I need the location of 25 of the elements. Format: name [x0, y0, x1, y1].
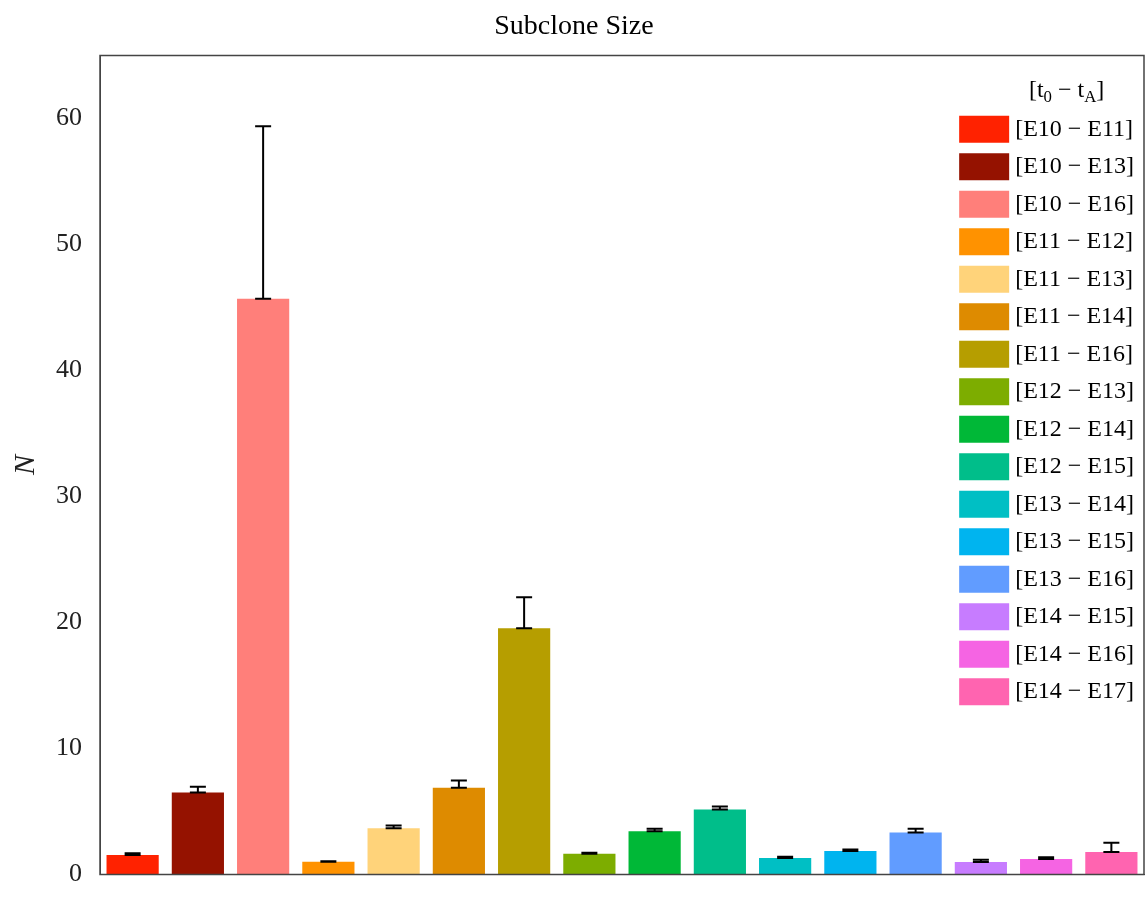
- y-axis-title: N: [6, 453, 40, 477]
- legend-label: [E10 − E16]: [1015, 189, 1134, 216]
- legend-label: [E12 − E14]: [1015, 414, 1134, 441]
- legend-label: [E13 − E16]: [1015, 564, 1134, 591]
- legend-label: [E11 − E16]: [1015, 339, 1134, 366]
- legend-label: [E11 − E13]: [1015, 264, 1134, 291]
- legend-label: [E13 − E14]: [1015, 489, 1134, 516]
- chart-title: Subclone Size: [494, 9, 654, 41]
- legend-label: [E14 − E15]: [1015, 602, 1134, 629]
- legend-label: [E14 − E16]: [1015, 639, 1134, 666]
- legend-label: [E11 − E14]: [1015, 302, 1134, 329]
- y-tick-label: 0: [69, 858, 82, 888]
- legend-label: [E12 − E13]: [1015, 377, 1134, 404]
- y-tick-label: 30: [56, 480, 82, 510]
- legend-label: [E14 − E17]: [1015, 677, 1134, 704]
- legend-label: [E12 − E15]: [1015, 452, 1134, 479]
- legend-label: [E10 − E11]: [1015, 114, 1134, 141]
- y-tick-label: 20: [56, 606, 82, 636]
- legend-label: [E10 − E13]: [1015, 152, 1134, 179]
- y-tick-label: 10: [56, 732, 82, 762]
- y-tick-label: 40: [56, 354, 82, 384]
- y-tick-label: 60: [56, 102, 82, 132]
- y-tick-label: 50: [56, 228, 82, 258]
- legend-label: [E13 − E15]: [1015, 527, 1134, 554]
- legend-label: [E11 − E12]: [1015, 227, 1134, 254]
